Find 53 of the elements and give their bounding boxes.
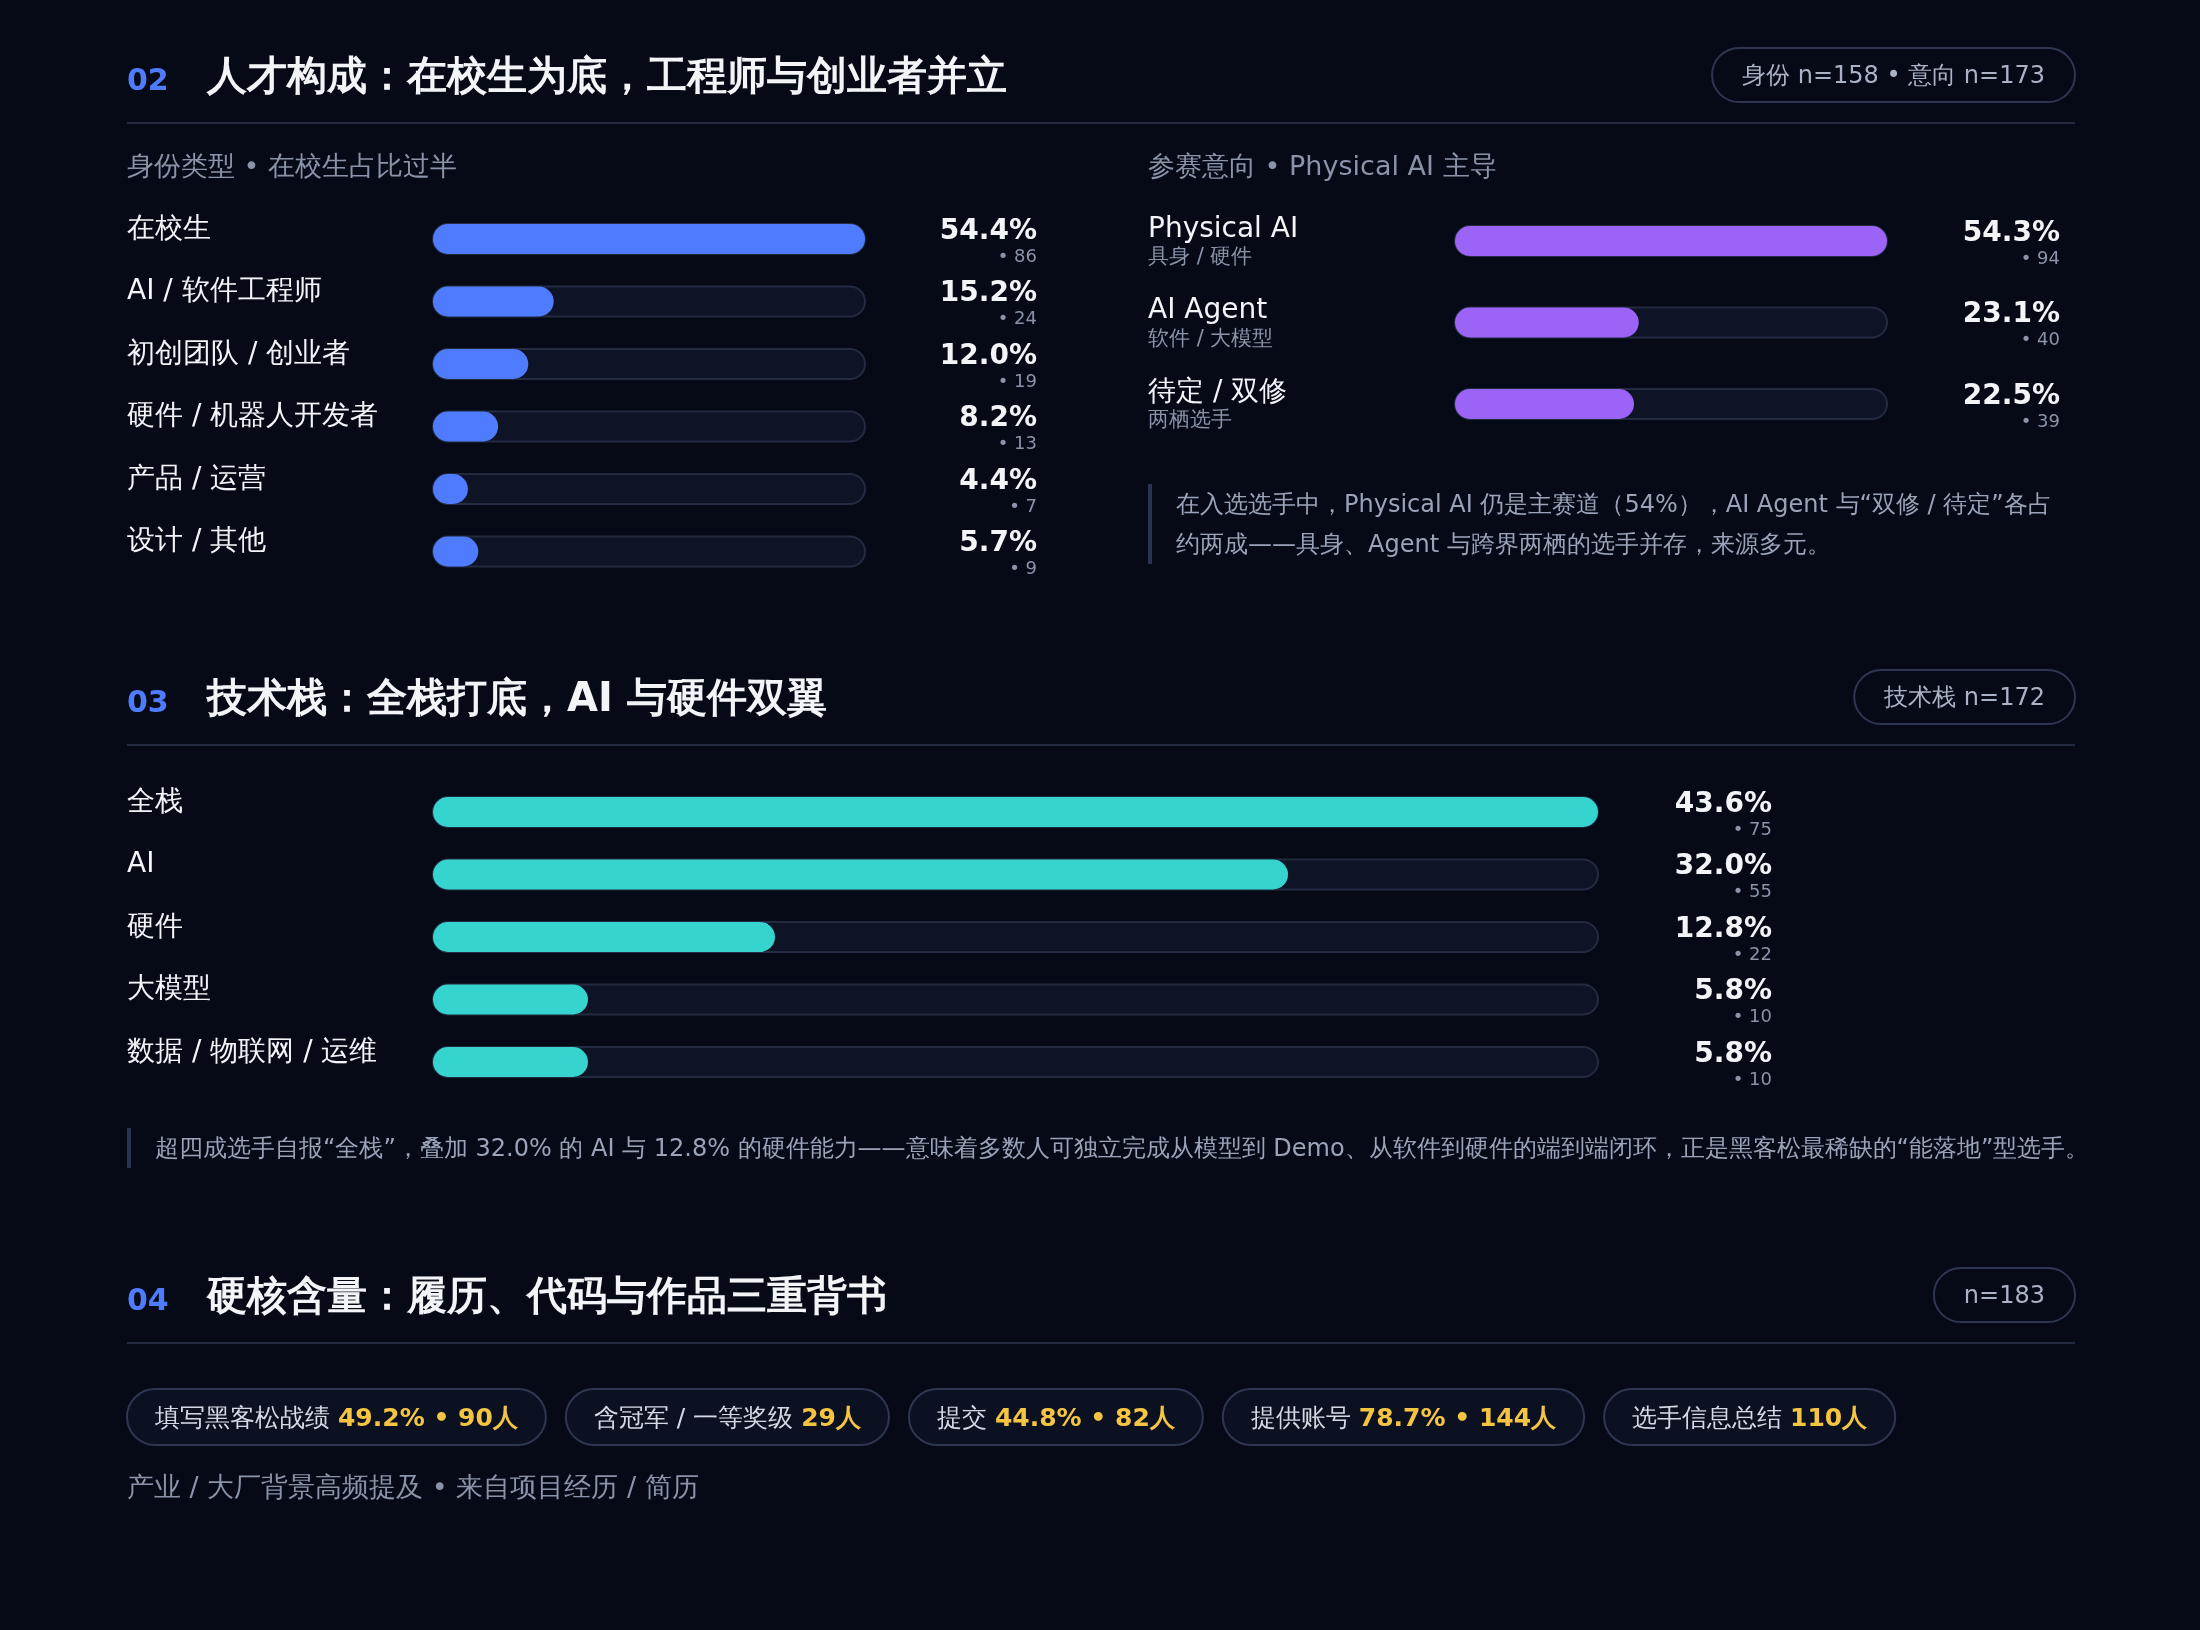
text: 提交 44.8% • 82人 [936,1402,1176,1432]
y-tick-label: AI / 软件工程师 [127,273,322,306]
data-label: 22.5% • 39 [1962,377,2060,431]
y-tick-label: AI [127,846,155,879]
chart-title: 04 硬核含量：履历、代码与作品三重背书 [127,1272,887,1318]
y-tick-label: 硬件 / 机器人开发者 [127,398,379,431]
y-tick-label: 大模型 [127,971,211,1004]
data-label: 54.4% • 86 [939,212,1037,266]
data-label: 4.4% • 7 [959,462,1037,516]
text: 超四成选手自报“全栈”，叠加 32.0% 的 AI 与 12.8% 的硬件能力——意味着多数人可独立完成从模型到 Demo、从软件到硬件的端到端闭环，正是黑客松最稀缺的“能落地”型选手。 [127,1128,2095,1168]
data-label: 12.0% • 19 [939,337,1037,391]
data-label: 8.2% • 13 [959,400,1037,453]
y-tick-label: Physical AI [1148,210,1299,244]
bar [433,349,529,379]
text: 技术栈 n=172 [1883,683,2045,711]
bar [433,984,588,1015]
data-label: 12.8% • 22 [1674,910,1772,964]
bar [433,411,499,442]
text: 两栖选手 [1148,407,1232,431]
text: 选手信息总结 110人 [1632,1402,1869,1432]
text: n=183 [1963,1281,2045,1309]
text: 具身 / 硬件 [1148,244,1253,268]
y-tick-label: 产品 / 运营 [127,460,267,494]
data-label: 54.3% • 94 [1962,214,2060,268]
y-tick-label: 在校生 [127,210,211,244]
data-label: 43.6% • 75 [1674,785,1772,839]
chart-subtitle: 参赛意向 • Physical AI 主导 [1148,149,1497,181]
text: 提供账号 78.7% • 144人 [1250,1402,1558,1432]
y-tick-label: 初创团队 / 创业者 [127,335,351,369]
y-tick-label: 硬件 [127,908,183,942]
bar [433,1047,588,1077]
bar [433,286,554,317]
y-tick-label: 全栈 [127,783,183,817]
data-label: 5.8% • 10 [1694,1035,1772,1089]
text: 产业 / 大厂背景高频提及 • 来自项目经历 / 简历 [127,1470,699,1502]
text: 填写黑客松战绩 49.2% • 90人 [154,1402,519,1432]
text: 在入选选手中，Physical AI 仍是主赛道（54%），AI Agent 与“双修 / 待定”各占约两成——具身、Agent 与跨界两栖的选手并存，来源多元。 [1148,484,2066,564]
data-label: 5.8% • 10 [1694,973,1772,1026]
y-tick-label: 设计 / 其他 [127,523,267,556]
data-label: 15.2% • 24 [939,275,1037,328]
bar [433,922,776,952]
text: 含冠军 / 一等奖级 29人 [593,1402,862,1432]
data-label: 23.1% • 40 [1962,296,2060,349]
data-label: 5.7% • 9 [959,525,1037,578]
y-tick-label: 待定 / 双修 [1148,373,1288,407]
chart-subtitle: 身份类型 • 在校生占比过半 [127,149,458,181]
text: 身份 n=158 • 意向 n=173 [1742,61,2045,89]
data-label: 32.0% • 55 [1674,848,1772,901]
y-tick-label: AI Agent [1148,292,1268,325]
chart-title: 02 人才构成：在校生为底，工程师与创业者并立 [127,52,1007,98]
chart-title: 03 技术栈：全栈打底，AI 与硬件双翼 [127,674,827,720]
y-tick-label: 数据 / 物联网 / 运维 [127,1033,378,1067]
text: 软件 / 大模型 [1148,325,1274,350]
